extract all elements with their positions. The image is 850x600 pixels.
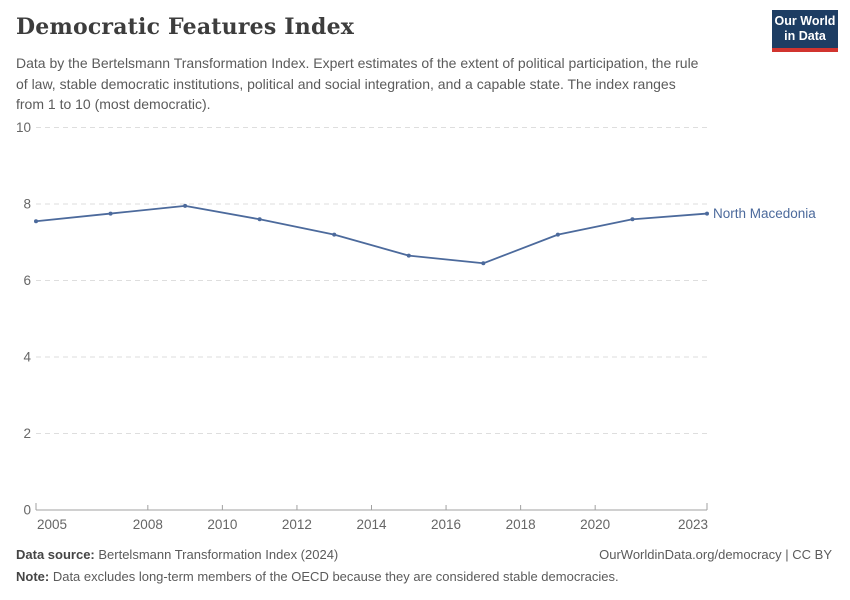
- data-point: [183, 203, 188, 208]
- chart-note: Note: Data excludes long-term members of…: [16, 569, 832, 584]
- line-chart: 0 2 4 6 8 10 2005 2008 2010 2012 2014 2016 2018 2020 2…: [16, 120, 816, 532]
- note-label: Note:: [16, 569, 50, 584]
- x-tick-label: 2023: [678, 517, 708, 532]
- series-line: [35, 205, 708, 265]
- x-tick-label: 2014: [356, 517, 387, 532]
- x-tick-label: 2016: [431, 517, 461, 532]
- data-point: [257, 217, 262, 222]
- owid-logo-line1: Our World: [774, 14, 836, 28]
- data-point: [555, 232, 560, 237]
- y-tick-label: 8: [23, 197, 31, 212]
- x-tick-label: 2018: [506, 517, 536, 532]
- y-tick-label: 0: [23, 503, 31, 518]
- y-tick-label: 6: [23, 273, 31, 288]
- owid-logo: Our World in Data: [772, 10, 838, 52]
- y-tick-label: 4: [23, 350, 31, 365]
- data-point: [108, 211, 113, 216]
- data-point: [332, 232, 337, 237]
- data-source: Data source: Bertelsmann Transformation …: [16, 547, 338, 562]
- chart-footer: Data source: Bertelsmann Transformation …: [16, 547, 832, 584]
- data-point: [406, 253, 411, 258]
- page-title: Democratic Features Index: [16, 14, 355, 40]
- x-tick-label: 2010: [207, 517, 237, 532]
- data-point: [481, 261, 486, 266]
- x-tick-label: 2005: [37, 517, 67, 532]
- data-point: [34, 219, 38, 224]
- data-source-label: Data source:: [16, 547, 95, 562]
- data-point: [630, 217, 635, 222]
- x-tick-label: 2020: [580, 517, 610, 532]
- data-source-text: Bertelsmann Transformation Index (2024): [94, 547, 339, 562]
- credit-link: OurWorldinData.org/democracy | CC BY: [599, 547, 832, 562]
- data-point: [705, 211, 709, 216]
- x-tick-label: 2012: [282, 517, 312, 532]
- owid-logo-line2: in Data: [784, 29, 826, 43]
- chart-subtitle: Data by the Bertelsmann Transformation I…: [16, 55, 699, 112]
- note-text: Data excludes long-term members of the O…: [49, 569, 619, 584]
- y-tick-label: 10: [16, 120, 31, 135]
- y-tick-label: 2: [23, 426, 31, 441]
- x-tick-label: 2008: [133, 517, 163, 532]
- entity-label: North Macedonia: [713, 206, 816, 221]
